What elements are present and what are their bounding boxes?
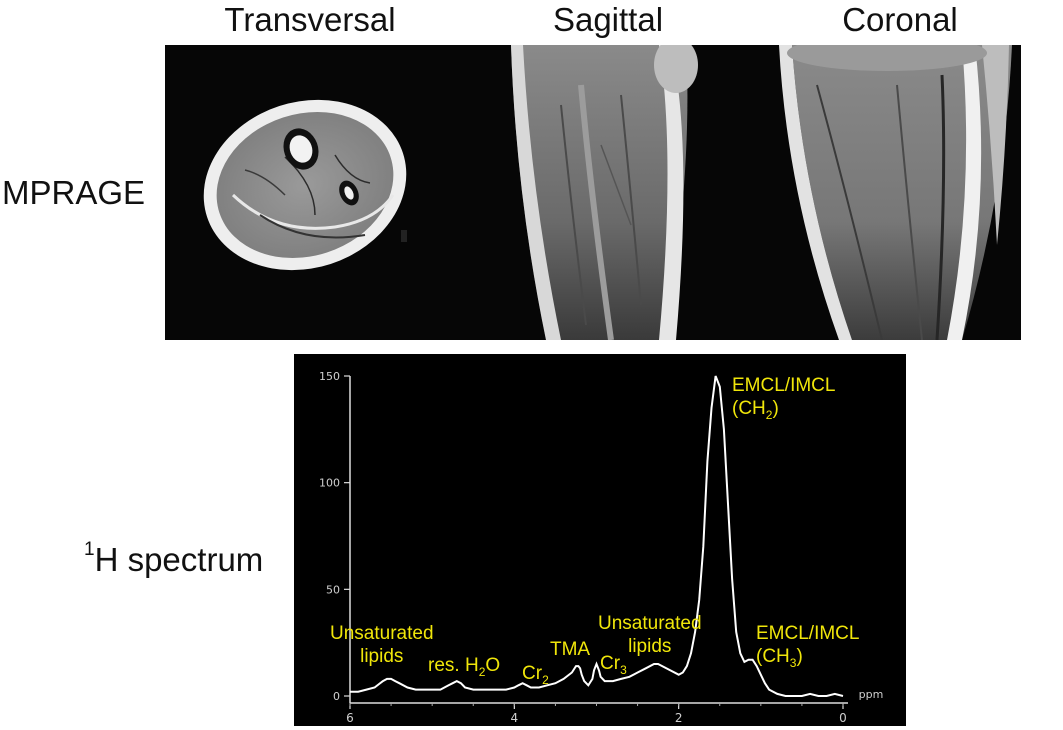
annotation-res-h2o: res. H2O — [428, 654, 500, 684]
annotation-tma: TMA — [550, 639, 591, 660]
annotation-text: O — [485, 655, 501, 676]
annotation-line: (CH3) — [756, 645, 859, 675]
spectrum-ticks: 0 50 100 150 6 4 2 0 ppm — [319, 370, 883, 725]
annotation-subscript: 3 — [789, 655, 797, 670]
mri-transversal-image — [165, 45, 461, 340]
y-tick-label: 0 — [333, 690, 340, 703]
isotope-superscript: 1 — [84, 539, 95, 560]
annotation-line: lipids — [360, 646, 404, 667]
annotation-cr3: Cr3 — [600, 652, 627, 682]
annotation-text: (CH — [756, 646, 790, 667]
y-tick-label: 150 — [319, 370, 340, 383]
view-title-transversal: Transversal — [224, 1, 396, 38]
spectrum-svg: 0 50 100 150 6 4 2 0 ppm — [319, 370, 883, 725]
x-tick-label: 0 — [839, 711, 847, 725]
annotation-text: ) — [772, 398, 779, 419]
row-label-mprage: MPRAGE — [2, 174, 146, 211]
annotation-text: res. H — [428, 655, 479, 676]
x-tick-label: 4 — [511, 711, 519, 725]
mri-sagittal-image — [461, 45, 747, 340]
x-tick-label: 6 — [346, 711, 354, 725]
spectrum-label-text: H spectrum — [94, 541, 264, 578]
spectrum-plot: 0 50 100 150 6 4 2 0 ppm Unsaturated lipids res.… — [294, 354, 906, 726]
annotation-subscript: 2 — [478, 664, 486, 679]
annotation-subscript: 2 — [542, 672, 549, 687]
x-tick-label: 2 — [675, 711, 683, 725]
annotation-text: (CH — [732, 398, 766, 419]
mri-image-strip — [165, 45, 1021, 340]
spectrum-series-line — [350, 375, 844, 697]
view-title-sagittal: Sagittal — [552, 1, 664, 38]
annotation-cr2: Cr2 — [522, 662, 549, 692]
annotation-text: Cr — [522, 663, 543, 684]
row-label-spectrum: 1H spectrum — [84, 539, 264, 579]
annotation-emcl-imcl-ch3: EMCL/IMCL (CH3) — [756, 622, 859, 675]
mri-coronal-image — [747, 45, 1021, 340]
y-tick-label: 100 — [319, 477, 340, 490]
spectrum-axes — [349, 376, 848, 704]
x-axis-unit-label: ppm — [859, 688, 884, 701]
annotation-text: Cr — [600, 653, 621, 674]
annotation-line: Unsaturated — [598, 613, 702, 634]
annotation-subscript: 3 — [620, 662, 627, 677]
annotation-subscript: 2 — [765, 407, 773, 422]
y-tick-label: 50 — [326, 583, 340, 596]
annotation-emcl-imcl-ch2: EMCL/IMCL (CH2) — [732, 374, 835, 427]
annotation-line: EMCL/IMCL — [756, 623, 860, 644]
view-title-coronal: Coronal — [842, 1, 958, 38]
annotation-unsaturated-lipids-right: Unsaturated lipids — [598, 612, 702, 658]
annotation-line: lipids — [628, 636, 672, 657]
annotation-text: ) — [796, 646, 803, 667]
annotation-line: Unsaturated — [330, 623, 434, 644]
annotation-unsaturated-lipids-left: Unsaturated lipids — [330, 622, 434, 668]
annotation-line: EMCL/IMCL — [732, 375, 836, 396]
annotation-line: (CH2) — [732, 397, 835, 427]
